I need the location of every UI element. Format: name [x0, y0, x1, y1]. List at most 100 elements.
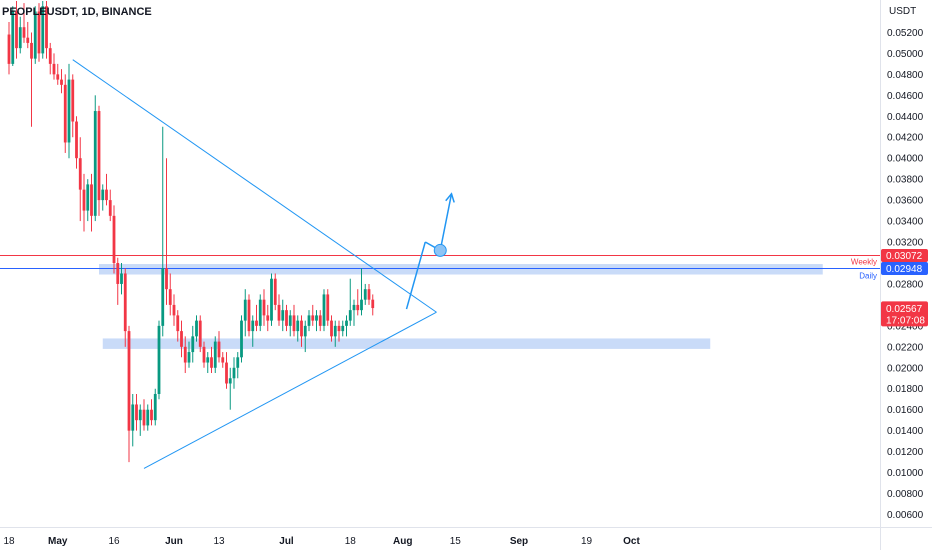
candle — [82, 173, 86, 232]
candle-body — [195, 320, 198, 337]
target-point — [433, 243, 447, 257]
candle-body — [48, 48, 52, 64]
time-tick: Jul — [279, 536, 294, 547]
currency-label: USDT — [889, 6, 916, 17]
price-tick: 0.01800 — [887, 384, 924, 395]
candle — [45, 1, 48, 59]
candle-body — [348, 310, 352, 321]
price-tick: 0.02000 — [887, 363, 924, 374]
candle — [131, 393, 135, 447]
candle — [142, 399, 146, 431]
price-tick: 0.03400 — [887, 217, 924, 228]
candle-body — [45, 6, 48, 49]
candle — [296, 315, 300, 342]
candle — [41, 1, 45, 59]
candle — [330, 315, 333, 342]
candle-body — [232, 367, 236, 379]
price-tick: 0.01200 — [887, 447, 924, 458]
time-tick: May — [48, 536, 68, 547]
candle-body — [360, 299, 363, 311]
candle-body — [180, 331, 183, 347]
candle — [341, 320, 345, 337]
candle-body — [285, 310, 288, 326]
candle-body — [78, 158, 82, 190]
candle-body — [165, 268, 168, 290]
candle — [303, 320, 307, 353]
price-tick: 0.04600 — [887, 91, 924, 102]
trendline-2 — [405, 241, 426, 310]
candle — [135, 393, 138, 431]
candle — [228, 367, 232, 410]
time-tick: 15 — [450, 536, 462, 547]
candle — [281, 299, 285, 332]
candle — [315, 310, 318, 332]
candle — [322, 289, 326, 332]
candle — [56, 63, 60, 85]
candle — [52, 53, 56, 80]
candle-body — [120, 273, 123, 284]
level-badge-weekly — [881, 248, 928, 262]
time-tick: Jun — [165, 536, 183, 547]
candle — [202, 341, 206, 368]
candle — [345, 315, 348, 337]
time-tick: 13 — [213, 536, 225, 547]
candle-body — [210, 357, 213, 368]
level-badge-value-daily: 0.02948 — [886, 264, 923, 275]
price-tick: 0.03800 — [887, 175, 924, 186]
candle-body — [187, 352, 191, 363]
candle-body — [63, 84, 67, 143]
candle — [217, 331, 221, 363]
candle — [300, 315, 303, 347]
candle — [78, 137, 82, 222]
candle-body — [281, 310, 285, 321]
candle-body — [82, 189, 86, 211]
level-name-weekly: Weekly — [851, 257, 877, 266]
candle-body — [153, 393, 157, 421]
candle — [311, 304, 315, 326]
candle — [176, 310, 180, 342]
candle — [60, 69, 63, 94]
time-tick: Sep — [510, 536, 528, 547]
candle-body — [345, 320, 348, 326]
candle — [326, 289, 330, 326]
trendlines — [72, 59, 455, 469]
candle — [153, 388, 157, 426]
candle — [371, 294, 375, 316]
candle — [116, 257, 120, 305]
candle — [93, 95, 97, 222]
candle-body — [315, 315, 318, 321]
candle-body — [105, 189, 108, 201]
candle — [75, 116, 78, 169]
candle — [105, 173, 108, 206]
candle — [48, 42, 52, 75]
candle — [337, 320, 341, 342]
candle-body — [247, 299, 251, 332]
candle-body — [67, 79, 71, 143]
candle-body — [251, 320, 255, 332]
candle — [195, 315, 198, 342]
candle-body — [41, 6, 45, 54]
candle — [15, 1, 18, 59]
candle — [90, 173, 93, 232]
candle-body — [300, 320, 303, 337]
candle — [270, 273, 273, 326]
candle — [352, 299, 356, 326]
support-resistance-zones — [99, 264, 823, 349]
candle — [240, 315, 243, 363]
candle-body — [60, 79, 63, 85]
candle-body — [18, 27, 22, 49]
last-price-badge — [881, 301, 928, 327]
candle-body — [202, 346, 206, 363]
candle-body — [176, 315, 180, 332]
candle — [180, 320, 183, 358]
candle-body — [123, 273, 127, 332]
price-tick: 0.04800 — [887, 70, 924, 81]
candle — [22, 3, 26, 43]
zone-1 — [102, 338, 711, 349]
price-tick: 0.05000 — [887, 49, 924, 60]
time-tick: Aug — [393, 536, 412, 547]
candle — [108, 189, 112, 222]
candle-body — [127, 331, 131, 431]
candle — [307, 310, 311, 332]
